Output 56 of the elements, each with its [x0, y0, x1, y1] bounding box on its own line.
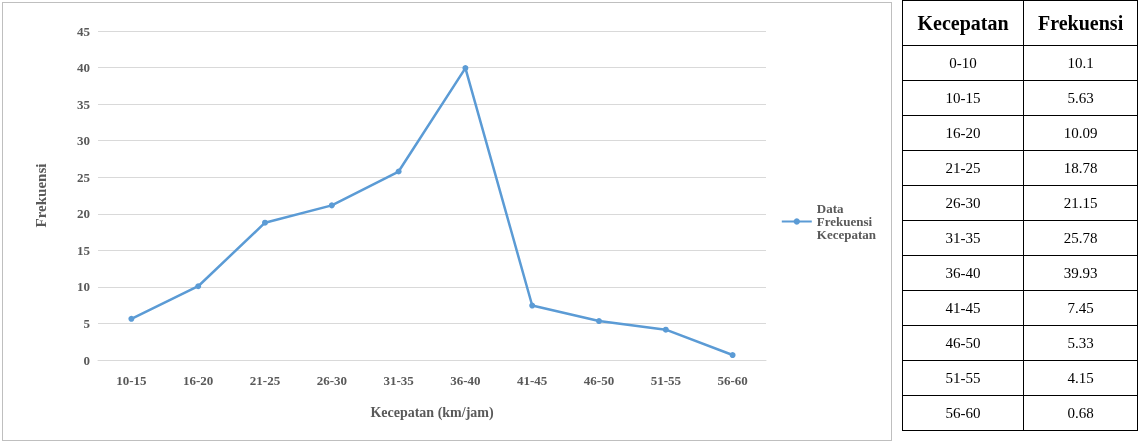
category-label: 46-50: [902, 325, 1024, 361]
x-tick-label: 36-40: [450, 373, 481, 388]
point: [729, 352, 736, 359]
x-tick-label: 46-50: [583, 373, 615, 388]
category-label: 31-35: [902, 220, 1024, 256]
category-label: 56-60: [902, 395, 1024, 431]
category-label: 21-25: [902, 150, 1024, 186]
x-axis-title: Kecepatan (km/jam): [370, 404, 494, 421]
data-label: 18.78: [1023, 150, 1138, 186]
data-label: 5.63: [1023, 80, 1138, 116]
x-tick-label: 26-30: [316, 373, 347, 388]
x-tick-label: 51-55: [650, 373, 682, 388]
data-label: 21.15: [1023, 185, 1138, 221]
category-label: 26-30: [902, 185, 1024, 221]
y-tick-label: 5: [83, 315, 91, 331]
x-tick-label: 16-20: [183, 373, 214, 388]
x-tick-label: 41-45: [517, 373, 548, 388]
y-axis-title: Frekuensi: [32, 163, 49, 228]
point: [529, 302, 536, 309]
x-tick-label: 56-60: [717, 373, 748, 388]
y-tick-label: 30: [77, 133, 90, 149]
data-label: 4.15: [1023, 360, 1138, 396]
y-tick-label: 45: [77, 23, 91, 39]
y-tick-label: 40: [77, 60, 90, 76]
point: [462, 65, 469, 72]
y-tick-label: 20: [77, 206, 90, 222]
data-label: 25.78: [1023, 220, 1138, 256]
point: [395, 168, 402, 175]
point: [195, 283, 202, 290]
data-label: 5.33: [1023, 325, 1138, 361]
category-label: 0-10: [902, 45, 1024, 81]
category-label: 41-45: [902, 290, 1024, 326]
point: [128, 315, 135, 322]
point: [262, 219, 268, 226]
point: [328, 202, 335, 209]
x-tick-label: 31-35: [383, 373, 415, 388]
category-label: 16-20: [902, 115, 1024, 151]
category-label: 36-40: [902, 255, 1024, 291]
x-tick-label: 21-25: [249, 373, 281, 388]
point: [662, 326, 669, 333]
category-label: 10-15: [902, 80, 1024, 116]
data-label: 0.68: [1023, 395, 1138, 431]
data-label: 7.45: [1023, 290, 1138, 326]
text: Frekuensi: [1023, 0, 1138, 46]
y-tick-label: 0: [83, 352, 90, 368]
data-label: 10.1: [1023, 45, 1138, 81]
y-tick-label: 25: [77, 169, 91, 185]
point: [596, 318, 602, 325]
data-label: 39.93: [1023, 255, 1138, 291]
data-label: 10.09: [1023, 115, 1138, 151]
y-tick-label: 35: [77, 96, 91, 112]
y-tick-label: 15: [77, 242, 91, 258]
legend-label: Data Frekuensi Kecepatan: [816, 201, 877, 242]
y-tick-label: 10: [77, 279, 90, 295]
text: Kecepatan: [902, 0, 1024, 46]
x-tick-label: 10-15: [116, 373, 148, 388]
